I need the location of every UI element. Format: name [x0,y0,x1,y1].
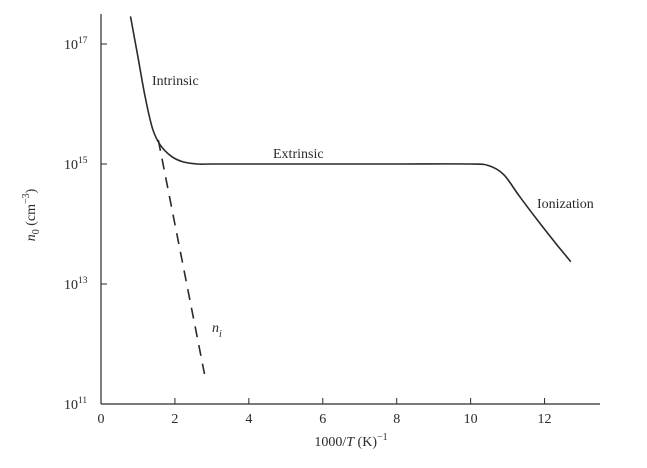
x-tick-label: 4 [245,412,252,427]
annotation-intrinsic: Intrinsic [152,74,199,89]
y-axis-title-var: n [24,234,39,241]
x-tick-label: 6 [319,412,326,427]
x-tick-label: 2 [171,412,178,427]
x-ticks: 0 2 4 6 8 10 12 [98,398,552,427]
x-axis-title-post: (K) [354,435,377,450]
x-tick-label: 8 [393,412,400,427]
x-tick-label: 0 [98,412,105,427]
x-axis-title-sup: −1 [377,432,388,443]
ni-label: ni [212,321,222,340]
y-tick-label: 1017 [64,36,88,53]
y-axis-title-mid: (cm [24,204,39,229]
series-n0-curve [129,16,572,262]
series-group [129,16,572,375]
x-tick-label: 10 [464,412,478,427]
y-axis-title-post: ) [24,188,39,193]
y-axis-title-sub: 0 [31,229,42,234]
annotation-extrinsic: Extrinsic [273,147,324,162]
x-tick-label: 12 [538,412,552,427]
y-tick-label: 1013 [64,276,88,293]
ni-label-sub: i [219,329,222,340]
y-tick-label: 1011 [64,396,87,413]
y-axis-title: n0 (cm−3) [21,188,42,241]
x-axis-title-var: T [346,435,355,450]
annotation-ionization: Ionization [537,197,594,212]
x-axis-title-pre: 1000/ [314,435,346,450]
ni-label-base: n [212,321,219,336]
x-axis-title: 1000/T (K)−1 [314,432,387,450]
series-ni-dashed-line [157,139,206,375]
y-tick-label: 1015 [64,156,88,173]
y-ticks: 1011 1013 1015 1017 [64,36,107,413]
axes [100,14,600,405]
y-axis-title-sup: −3 [21,193,32,204]
